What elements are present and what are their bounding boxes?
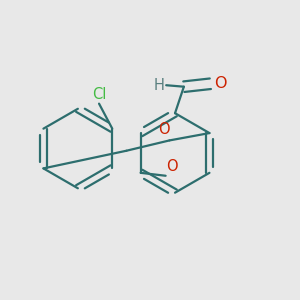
Text: H: H [154,78,165,93]
Text: O: O [158,122,170,137]
Text: O: O [166,159,178,174]
Text: O: O [214,76,226,91]
Text: Cl: Cl [92,87,106,102]
